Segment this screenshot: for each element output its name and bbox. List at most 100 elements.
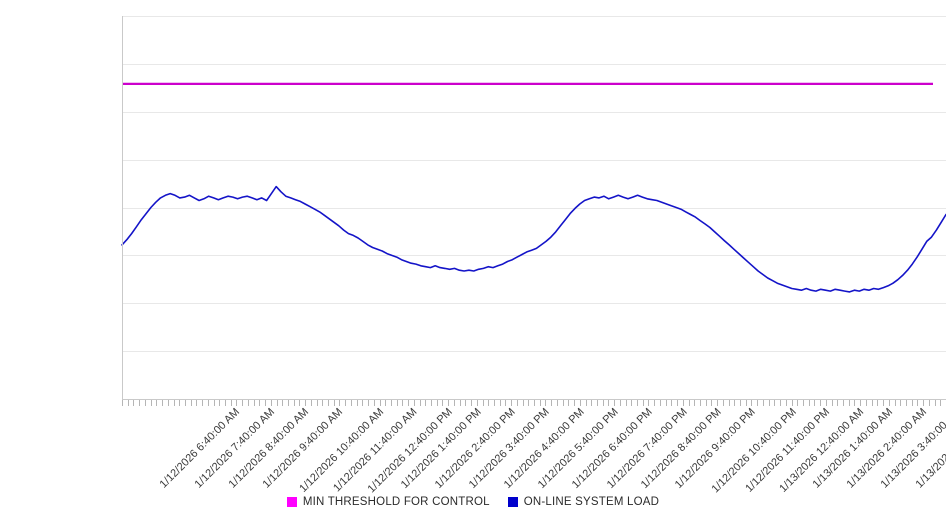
x-axis-labels: 1/12/2026 6:40:00 AM 1/12/2026 7:40:00 AM… (0, 404, 946, 495)
x-axis-tick (906, 400, 907, 406)
x-axis-tick (889, 400, 890, 406)
x-axis-tick (940, 400, 941, 406)
gridline (122, 351, 946, 352)
x-axis-tick (780, 400, 781, 406)
legend-swatch-icon-system-load (507, 497, 518, 507)
plot-area (121, 16, 946, 400)
legend-label-system-load: ON-LINE SYSTEM LOAD (523, 496, 660, 508)
x-axis-tick (288, 400, 289, 406)
x-axis-tick (202, 400, 203, 406)
chart-legend: MIN THRESHOLD FOR CONTROL ON-LINE SYSTEM… (0, 496, 946, 508)
legend-entry-on-line-system-load[interactable]: ON-LINE SYSTEM LOAD (507, 496, 660, 508)
gridline (122, 255, 946, 256)
x-axis-tick (540, 400, 541, 406)
x-axis-tick (608, 400, 609, 406)
legend-swatch-icon-min-threshold (286, 497, 297, 507)
x-axis-tick (494, 400, 495, 406)
x-axis-tick (425, 400, 426, 406)
x-axis-tick (282, 400, 283, 406)
x-axis-tick (225, 400, 226, 406)
x-axis-tick (408, 400, 409, 406)
x-axis-tick (248, 400, 249, 406)
x-axis-tick (437, 400, 438, 406)
x-axis-tick (923, 400, 924, 406)
x-axis-tick (568, 400, 569, 406)
x-axis-tick (883, 400, 884, 406)
x-axis-tick (402, 400, 403, 406)
x-axis-tick (534, 400, 535, 406)
x-axis-tick (574, 400, 575, 406)
x-axis-tick (854, 400, 855, 406)
x-axis-tick (328, 400, 329, 406)
x-axis-tick (929, 400, 930, 406)
x-axis-tick (631, 400, 632, 406)
x-axis-tick (528, 400, 529, 406)
x-axis-tick (751, 400, 752, 406)
x-axis-tick (168, 400, 169, 406)
x-axis-tick (740, 400, 741, 406)
on-line-system-load-series (121, 185, 946, 293)
x-axis-tick (477, 400, 478, 406)
x-axis-tick (505, 400, 506, 406)
x-axis-tick (500, 400, 501, 406)
gridline (122, 208, 946, 209)
x-axis-tick (420, 400, 421, 406)
x-axis-tick (431, 400, 432, 406)
x-axis-tick (895, 400, 896, 406)
x-axis-tick (374, 400, 375, 406)
x-axis-tick (231, 400, 232, 406)
x-axis-tick (677, 400, 678, 406)
legend-entry-min-threshold-for-control[interactable]: MIN THRESHOLD FOR CONTROL (286, 496, 490, 508)
x-axis-tick (305, 400, 306, 406)
x-axis-tick (196, 400, 197, 406)
x-axis-tick (917, 400, 918, 406)
x-axis-tick (671, 400, 672, 406)
x-axis-tick (666, 400, 667, 406)
x-axis-tick (162, 400, 163, 406)
x-axis-tick (465, 400, 466, 406)
x-axis-tick (156, 400, 157, 406)
x-axis-tick (391, 400, 392, 406)
x-axis-tick (843, 400, 844, 406)
x-axis-tick (511, 400, 512, 406)
x-axis-tick (763, 400, 764, 406)
x-axis-tick (637, 400, 638, 406)
gridline (122, 160, 946, 161)
x-axis-tick (385, 400, 386, 406)
x-axis-tick (935, 400, 936, 406)
x-axis-tick (877, 400, 878, 406)
gridline (122, 16, 946, 17)
gridline (122, 64, 946, 65)
x-axis-tick (362, 400, 363, 406)
x-axis-tick (563, 400, 564, 406)
y-axis-line (122, 16, 123, 400)
x-axis-tick (683, 400, 684, 406)
x-axis-tick (242, 400, 243, 406)
x-axis-tick (454, 400, 455, 406)
x-axis-line (122, 399, 946, 400)
x-axis-tick (900, 400, 901, 406)
x-axis-tick (551, 400, 552, 406)
x-axis-tick (214, 400, 215, 406)
x-axis-tick (700, 400, 701, 406)
gridline (122, 112, 946, 113)
x-axis-tick (786, 400, 787, 406)
x-axis-tick (809, 400, 810, 406)
x-axis-tick (734, 400, 735, 406)
x-axis-tick (122, 400, 123, 406)
x-axis-tick (294, 400, 295, 406)
x-axis-tick (849, 400, 850, 406)
x-axis-tick (254, 400, 255, 406)
x-axis-tick (711, 400, 712, 406)
x-axis-tick (706, 400, 707, 406)
x-axis-tick (866, 400, 867, 406)
x-axis-tick (380, 400, 381, 406)
x-axis-tick-marks (122, 400, 946, 406)
x-axis-tick (322, 400, 323, 406)
x-axis-tick (557, 400, 558, 406)
x-axis-tick (803, 400, 804, 406)
x-axis-tick (643, 400, 644, 406)
x-axis-tick (460, 400, 461, 406)
x-axis-tick (591, 400, 592, 406)
x-axis-tick (448, 400, 449, 406)
